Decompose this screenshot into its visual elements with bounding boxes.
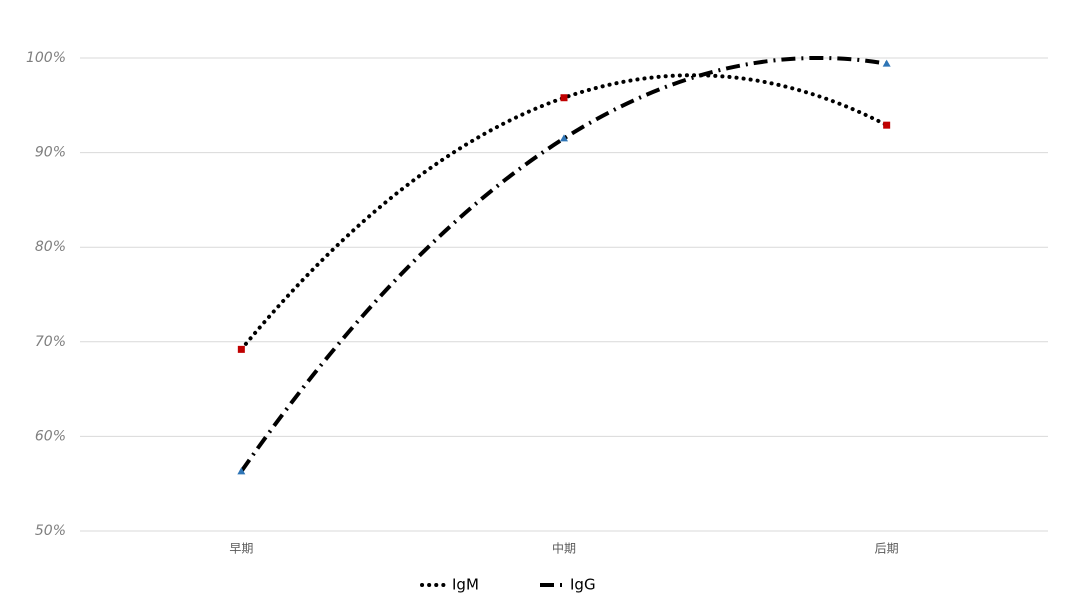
marker (237, 345, 245, 353)
marker (560, 134, 568, 142)
series-line (239, 73, 889, 352)
legend-label: IgG (570, 576, 596, 594)
y-tick-label: 100% (26, 50, 66, 66)
y-tick-label: 70% (35, 334, 66, 350)
y-tick-label: 50% (35, 523, 66, 539)
x-tick-label: 后期 (875, 542, 899, 556)
marker (237, 467, 246, 475)
series-line (239, 55, 887, 473)
x-tick-label: 早期 (229, 542, 253, 556)
x-tick-label: 中期 (552, 541, 576, 556)
legend-label: IgM (452, 576, 479, 594)
y-tick-label: 60% (35, 428, 66, 444)
y-tick-label: 90% (35, 145, 66, 161)
marker (560, 94, 568, 102)
marker (882, 59, 891, 67)
marker (883, 121, 891, 129)
y-tick-label: 80% (35, 239, 66, 255)
